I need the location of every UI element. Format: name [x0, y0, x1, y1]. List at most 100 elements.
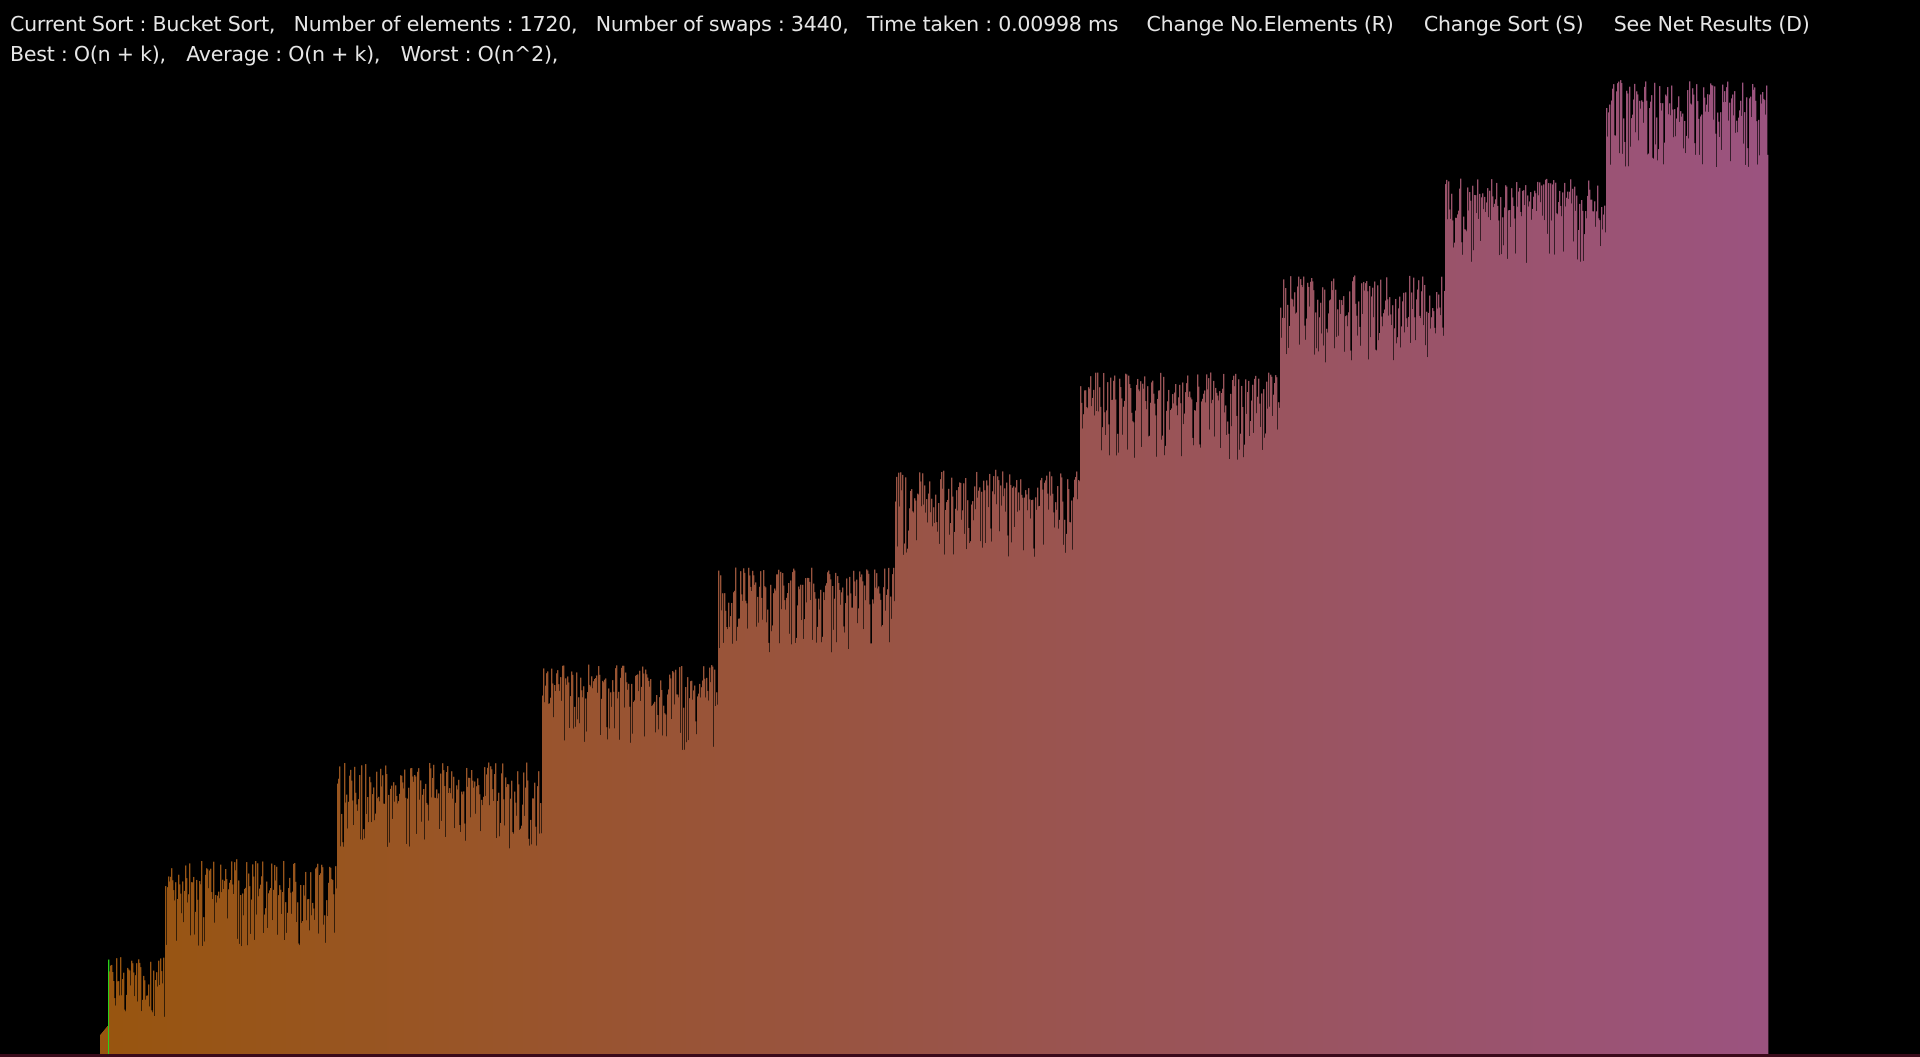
- value-bar: [1269, 406, 1271, 1055]
- value-bar: [805, 578, 807, 1054]
- value-bar: [469, 777, 471, 1054]
- value-bar: [1649, 108, 1651, 1055]
- value-bar: [287, 912, 289, 1054]
- value-bar: [488, 762, 490, 1054]
- value-bar: [1276, 377, 1278, 1055]
- value-bar: [1079, 481, 1081, 1055]
- value-bar: [787, 593, 789, 1054]
- value-bar: [1203, 393, 1205, 1054]
- value-bar: [245, 887, 247, 1054]
- see-results-button[interactable]: See Net Results (D): [1613, 12, 1810, 36]
- value-bar: [1214, 436, 1216, 1054]
- value-bar: [1754, 87, 1756, 1054]
- value-bar: [499, 836, 501, 1054]
- value-bar: [160, 958, 162, 1054]
- value-bar: [393, 782, 395, 1054]
- value-bar: [1489, 190, 1491, 1054]
- value-bar: [869, 604, 871, 1054]
- value-bar: [1368, 359, 1370, 1054]
- value-bar: [637, 674, 639, 1054]
- value-bar: [1747, 148, 1749, 1054]
- value-bar: [887, 589, 889, 1054]
- value-bar: [161, 971, 163, 1054]
- value-bar: [846, 578, 848, 1054]
- value-bar: [238, 880, 240, 1054]
- value-bar: [536, 845, 538, 1054]
- change-sort-button[interactable]: Change Sort (S): [1423, 12, 1584, 36]
- value-bar: [1100, 406, 1102, 1054]
- value-bar: [1627, 93, 1629, 1055]
- value-bar: [1499, 255, 1501, 1054]
- value-bar: [950, 523, 952, 1054]
- value-bar: [1300, 279, 1302, 1055]
- value-bar: [117, 981, 119, 1054]
- value-bar: [537, 786, 539, 1054]
- value-bar: [1251, 400, 1253, 1054]
- value-bar: [310, 872, 312, 1054]
- value-bar: [571, 671, 573, 1054]
- value-bar: [1497, 205, 1499, 1054]
- value-bar: [671, 719, 673, 1054]
- value-bar: [696, 734, 698, 1054]
- value-bar: [1608, 112, 1610, 1054]
- value-bar: [494, 774, 496, 1054]
- value-bar: [489, 805, 491, 1054]
- value-bar: [492, 789, 494, 1054]
- value-bar: [580, 677, 582, 1054]
- value-bar: [1551, 220, 1553, 1054]
- value-bar: [1128, 375, 1130, 1054]
- value-bar: [1400, 347, 1402, 1054]
- value-bar: [1591, 199, 1593, 1054]
- value-bar: [157, 986, 159, 1054]
- value-bar: [1232, 380, 1234, 1054]
- value-bar: [450, 793, 452, 1054]
- value-bar: [197, 899, 199, 1054]
- value-bar: [965, 477, 967, 1054]
- value-bar: [1188, 396, 1190, 1054]
- value-bar: [731, 602, 733, 1054]
- value-bar: [1113, 380, 1115, 1054]
- value-bar: [626, 682, 628, 1054]
- value-bar: [1283, 279, 1285, 1054]
- value-bar: [1328, 313, 1330, 1054]
- value-bar: [1103, 372, 1105, 1055]
- value-bar: [428, 820, 430, 1054]
- value-bar: [684, 749, 686, 1054]
- value-bar: [1234, 386, 1236, 1054]
- value-bar: [1142, 383, 1144, 1055]
- value-bar: [867, 570, 869, 1054]
- value-bar: [1046, 475, 1048, 1054]
- value-bar: [774, 588, 776, 1054]
- value-bar: [747, 628, 749, 1054]
- value-bar: [1504, 207, 1506, 1054]
- value-bar: [407, 798, 409, 1054]
- value-bar: [793, 568, 795, 1054]
- value-bar: [1445, 184, 1447, 1054]
- value-bar: [244, 888, 246, 1054]
- value-bar: [1404, 332, 1406, 1054]
- value-bar: [327, 916, 329, 1054]
- value-bar: [490, 766, 492, 1054]
- value-bar: [656, 695, 658, 1054]
- value-bar: [718, 570, 720, 1054]
- value-bar: [1204, 390, 1206, 1055]
- value-bar: [1568, 198, 1570, 1054]
- value-bar: [1690, 103, 1692, 1054]
- value-bar: [324, 915, 326, 1054]
- value-bar: [119, 995, 121, 1054]
- value-bar: [709, 667, 711, 1054]
- value-bar: [192, 882, 194, 1054]
- change-elements-button[interactable]: Change No.Elements (R): [1146, 12, 1394, 36]
- value-bar: [1684, 120, 1686, 1054]
- value-bar: [1169, 429, 1171, 1055]
- value-bar: [1749, 98, 1751, 1055]
- value-bar: [1019, 510, 1021, 1055]
- value-bar: [1431, 317, 1433, 1054]
- value-bar: [853, 570, 855, 1054]
- value-bar: [317, 863, 319, 1054]
- value-bar: [1467, 187, 1469, 1054]
- value-bar: [1443, 335, 1445, 1054]
- value-bar: [1151, 382, 1153, 1054]
- value-bar: [1750, 96, 1752, 1055]
- value-bar: [847, 595, 849, 1054]
